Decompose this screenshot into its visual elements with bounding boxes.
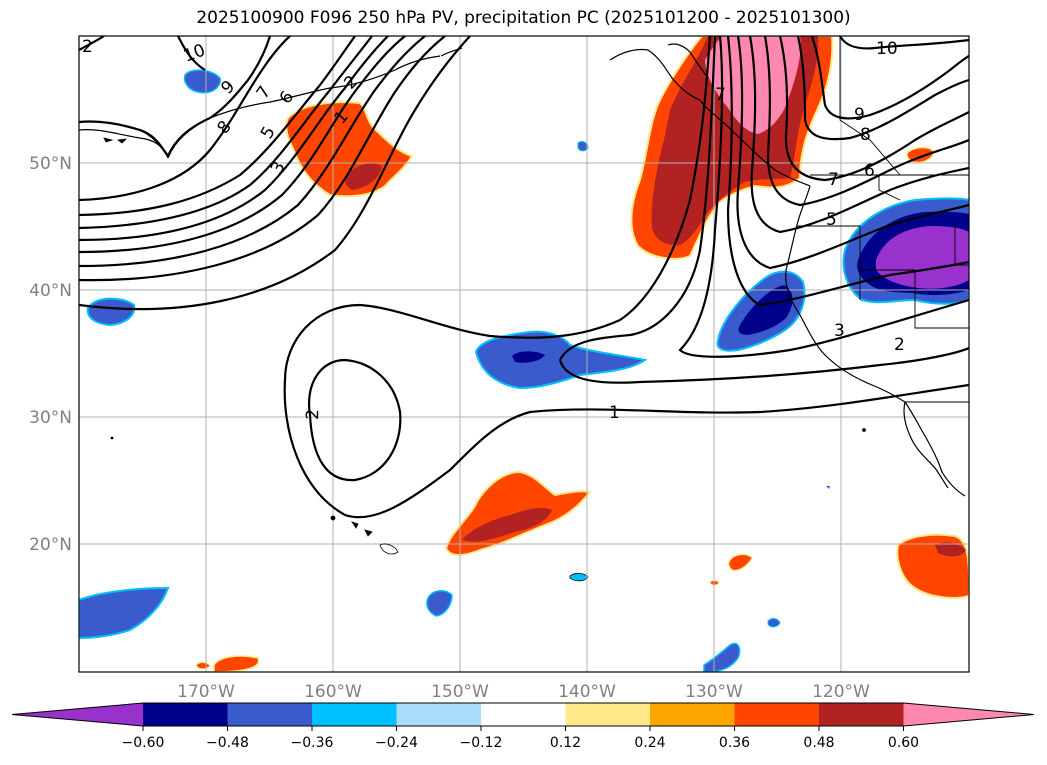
colorbar-tick-label: 0.60 bbox=[888, 735, 919, 751]
lon-label: 130°W bbox=[685, 682, 743, 702]
contour-label: 9 bbox=[854, 105, 865, 125]
colorbar: −0.60 −0.48 −0.36 −0.24 −0.12 0.12 0.24 0.36 0.4… bbox=[11, 702, 1035, 751]
colorbar-tick-label: −0.48 bbox=[206, 735, 249, 751]
contour-label: 1 bbox=[609, 403, 620, 423]
lon-label: 120°W bbox=[812, 682, 870, 702]
positive-anomaly-south-edge bbox=[213, 655, 260, 672]
map-title: 2025100900 F096 250 hPa PV, precipitatio… bbox=[196, 8, 851, 28]
colorbar-segment bbox=[312, 703, 397, 726]
lat-label: 20°N bbox=[29, 535, 72, 555]
colorbar-tick-label: 0.24 bbox=[634, 735, 665, 751]
negative-anomaly-small-south bbox=[426, 590, 453, 617]
colorbar-segment bbox=[481, 703, 566, 726]
colorbar-tick-label: 0.12 bbox=[550, 735, 581, 751]
lon-label: 150°W bbox=[431, 682, 489, 702]
negative-anomaly-offshore-oregon bbox=[716, 270, 806, 352]
contour-label: 2 bbox=[303, 409, 323, 421]
contour-label: 8 bbox=[860, 125, 871, 145]
contour-label: 10 bbox=[876, 39, 898, 59]
contour-label: 2 bbox=[894, 335, 905, 355]
colorbar-segment bbox=[650, 703, 735, 726]
contour-label: 6 bbox=[864, 161, 875, 181]
contour-label: 2 bbox=[82, 37, 93, 57]
contour-label: 7 bbox=[715, 85, 726, 105]
map-frame bbox=[78, 35, 970, 673]
colorbar-extend-high bbox=[903, 703, 1034, 726]
pv-contours bbox=[79, 36, 969, 519]
colorbar-segment bbox=[143, 703, 228, 726]
negative-anomaly-southwest bbox=[79, 586, 170, 640]
colorbar-tick-label: −0.36 bbox=[291, 735, 334, 751]
colorbar-segment bbox=[734, 703, 820, 726]
colorbar-segment bbox=[396, 703, 482, 726]
colorbar-segment bbox=[227, 703, 313, 726]
colorbar-tick-label: −0.24 bbox=[375, 735, 418, 751]
negative-anomaly-west bbox=[86, 297, 136, 327]
colorbar-tick-label: −0.60 bbox=[122, 735, 165, 751]
colorbar-segment bbox=[819, 703, 904, 726]
longitude-labels: 170°W 160°W 150°W 140°W 130°W 120°W bbox=[177, 682, 870, 702]
colorbar-tick-label: 0.36 bbox=[719, 735, 750, 751]
negative-anomaly-bering bbox=[183, 69, 221, 94]
lat-label: 50°N bbox=[29, 154, 72, 174]
contour-label: 3 bbox=[834, 321, 845, 341]
contour-label: 5 bbox=[826, 210, 837, 230]
colorbar-extend-low bbox=[12, 703, 143, 726]
positive-anomaly-small-subtropical bbox=[728, 553, 753, 571]
lat-label: 30°N bbox=[29, 408, 72, 428]
map-plot-area: 1 2 3 5 6 7 9 10 8 2 9 10 8 7 6 5 3 2 1 … bbox=[79, 36, 969, 672]
latitude-labels: 50°N 40°N 30°N 20°N bbox=[29, 154, 72, 555]
lat-label: 40°N bbox=[29, 281, 72, 301]
lon-label: 170°W bbox=[177, 682, 235, 702]
lon-label: 140°W bbox=[558, 682, 616, 702]
positive-anomaly-subtropical-central bbox=[444, 470, 592, 556]
gridlines bbox=[79, 36, 969, 672]
lon-label: 160°W bbox=[304, 682, 362, 702]
colorbar-segment bbox=[565, 703, 651, 726]
colorbar-tick-label: 0.48 bbox=[803, 735, 834, 751]
contour-label: 7 bbox=[828, 170, 839, 190]
colorbar-tick-label: −0.12 bbox=[460, 735, 503, 751]
islands bbox=[103, 137, 866, 555]
